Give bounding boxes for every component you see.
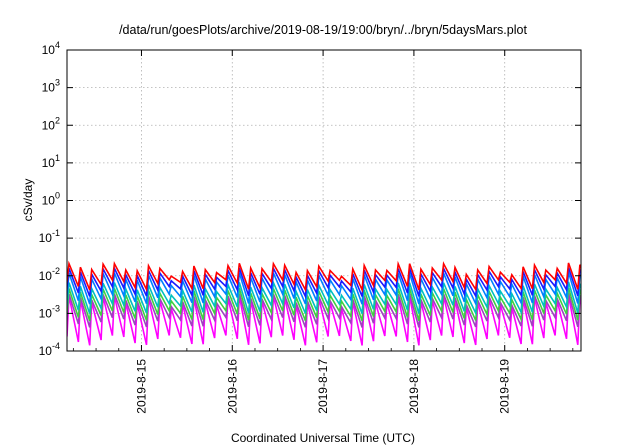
series-line xyxy=(67,292,581,328)
x-tick-label: 2019-8-16 xyxy=(225,359,239,414)
x-tick-label: 2019-8-15 xyxy=(134,359,148,414)
series-line xyxy=(67,295,581,346)
x-tick-label: 2019-8-17 xyxy=(316,359,330,414)
y-tick-label: 104 xyxy=(42,40,60,57)
y-tick-label: 100 xyxy=(42,191,60,208)
series-line xyxy=(67,260,581,294)
x-axis: 2019-8-15 2019-8-16 2019-8-17 2019-8-18 2019… xyxy=(72,50,574,414)
series-line xyxy=(67,287,581,323)
series-line xyxy=(67,265,581,300)
y-axis-label: cSv/day xyxy=(21,179,35,222)
y-tick-label: 101 xyxy=(42,153,60,170)
y-tick-label: 10-3 xyxy=(39,303,60,320)
x-tick-label: 2019-8-19 xyxy=(498,359,512,414)
series-layer xyxy=(67,260,581,346)
y-axis: 10-4 10-3 10-2 10-1 100 101 102 103 104 xyxy=(39,40,581,358)
y-tick-label: 10-1 xyxy=(39,228,60,245)
series-line xyxy=(67,272,581,307)
x-axis-label: Coordinated Universal Time (UTC) xyxy=(231,431,415,445)
series-line xyxy=(67,279,581,317)
y-tick-label: 10-2 xyxy=(39,266,60,283)
x-tick-label: 2019-8-18 xyxy=(407,359,421,414)
y-tick-label: 10-4 xyxy=(39,341,60,358)
y-tick-label: 102 xyxy=(42,115,60,132)
chart-title: /data/run/goesPlots/archive/2019-08-19/1… xyxy=(119,23,527,37)
y-tick-label: 103 xyxy=(42,78,60,95)
